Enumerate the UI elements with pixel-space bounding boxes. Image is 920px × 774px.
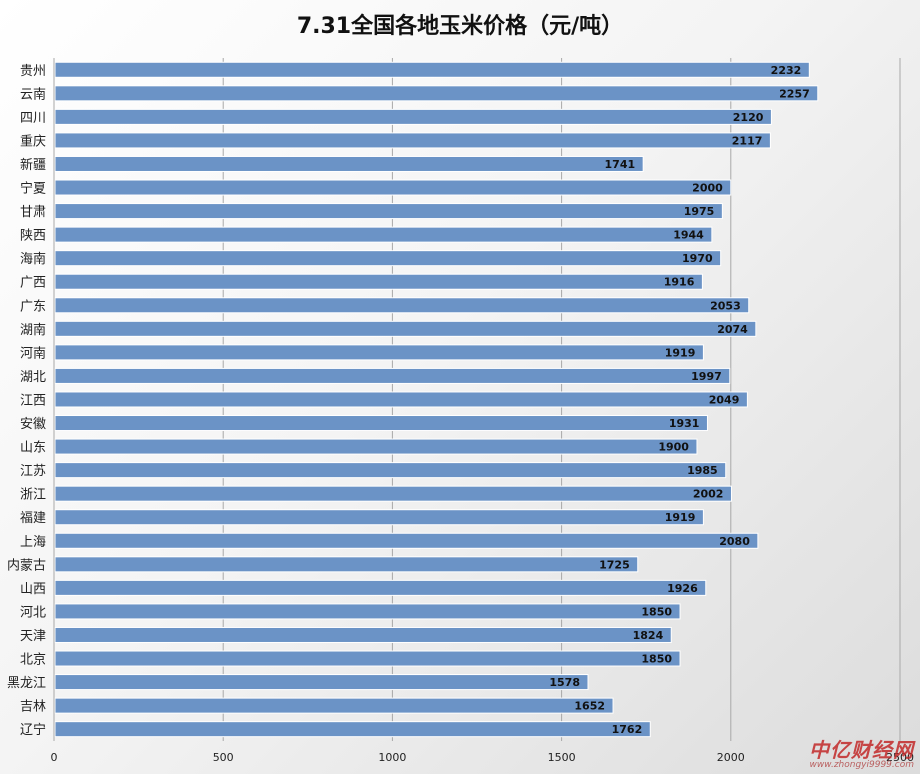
bar bbox=[54, 226, 713, 243]
x-tick-label: 500 bbox=[213, 751, 234, 764]
bar bbox=[54, 273, 703, 290]
bar bbox=[54, 179, 732, 196]
bar bbox=[54, 697, 614, 714]
category-label: 云南 bbox=[20, 86, 46, 102]
bar bbox=[54, 438, 698, 455]
data-label: 1824 bbox=[633, 629, 664, 642]
data-label: 1741 bbox=[605, 158, 636, 171]
data-label: 1725 bbox=[599, 558, 630, 571]
bar bbox=[54, 344, 704, 361]
data-label: 2049 bbox=[709, 393, 740, 406]
bar bbox=[54, 556, 639, 573]
x-tick-label: 2000 bbox=[717, 751, 745, 764]
bar bbox=[54, 509, 704, 526]
bar bbox=[54, 485, 732, 502]
category-label: 辽宁 bbox=[20, 722, 46, 738]
data-label: 1578 bbox=[549, 676, 580, 689]
data-label: 2232 bbox=[771, 64, 802, 77]
category-label: 山东 bbox=[20, 441, 46, 456]
category-label: 黑龙江 bbox=[7, 676, 46, 691]
category-label: 吉林 bbox=[20, 700, 46, 715]
bar bbox=[54, 603, 681, 620]
data-label: 2000 bbox=[692, 182, 723, 195]
category-label: 上海 bbox=[20, 535, 46, 550]
x-tick-label: 1500 bbox=[548, 751, 576, 764]
bar bbox=[54, 579, 707, 596]
bar bbox=[54, 155, 644, 172]
data-label: 2120 bbox=[733, 111, 764, 124]
data-label: 1926 bbox=[667, 582, 698, 595]
category-label: 海南 bbox=[20, 251, 46, 267]
data-label: 1944 bbox=[673, 229, 704, 242]
data-label: 1916 bbox=[664, 276, 695, 289]
bar bbox=[54, 626, 672, 643]
bar bbox=[54, 462, 727, 479]
data-label: 2080 bbox=[719, 535, 750, 548]
category-label: 四川 bbox=[20, 111, 46, 126]
bar bbox=[54, 650, 681, 667]
watermark-logo: 中亿财经网 www.zhongyi9999.com bbox=[809, 734, 914, 770]
category-label: 北京 bbox=[20, 653, 46, 668]
data-label: 1931 bbox=[669, 417, 700, 430]
data-label: 2074 bbox=[717, 323, 748, 336]
bar bbox=[54, 320, 757, 337]
category-label: 安徽 bbox=[20, 417, 46, 432]
data-label: 1997 bbox=[691, 370, 722, 383]
category-label: 陕西 bbox=[20, 229, 46, 244]
data-label: 2002 bbox=[693, 488, 724, 501]
category-label: 河北 bbox=[20, 605, 46, 620]
x-tick-label: 1000 bbox=[378, 751, 406, 764]
bar bbox=[54, 132, 771, 149]
data-label: 1652 bbox=[574, 700, 605, 713]
data-label: 1975 bbox=[684, 205, 715, 218]
bar bbox=[54, 61, 810, 78]
chart-title: 7.31全国各地玉米价格（元/吨） bbox=[296, 14, 624, 39]
category-label: 广东 bbox=[20, 299, 46, 314]
data-label: 1919 bbox=[665, 346, 696, 359]
category-label: 江西 bbox=[20, 393, 46, 408]
category-label: 宁夏 bbox=[20, 181, 46, 197]
category-label: 湖北 bbox=[20, 370, 46, 385]
category-label: 重庆 bbox=[20, 133, 46, 149]
bar bbox=[54, 297, 750, 314]
category-label: 河南 bbox=[20, 345, 46, 361]
bar bbox=[54, 391, 748, 408]
category-label: 天津 bbox=[20, 629, 46, 644]
bar bbox=[54, 250, 722, 267]
data-label: 1900 bbox=[658, 441, 689, 454]
category-label: 内蒙古 bbox=[7, 557, 46, 573]
data-label: 2257 bbox=[779, 87, 810, 100]
data-label: 1762 bbox=[612, 723, 643, 736]
data-label: 2053 bbox=[710, 299, 741, 312]
data-label: 1919 bbox=[665, 511, 696, 524]
bar bbox=[54, 108, 772, 125]
data-label: 2117 bbox=[732, 134, 763, 147]
category-label: 新疆 bbox=[20, 157, 46, 173]
bar bbox=[54, 674, 589, 691]
bar bbox=[54, 203, 723, 220]
watermark-text: 中亿财经网 bbox=[809, 738, 914, 762]
category-label: 山西 bbox=[20, 582, 46, 597]
data-label: 1850 bbox=[641, 653, 672, 666]
x-tick-label: 0 bbox=[51, 751, 58, 764]
category-label: 湖南 bbox=[20, 322, 46, 338]
bar bbox=[54, 721, 651, 738]
category-label: 浙江 bbox=[20, 488, 46, 503]
data-label: 1970 bbox=[682, 252, 713, 265]
x-tick-label: 2500 bbox=[886, 751, 914, 764]
category-label: 江苏 bbox=[20, 463, 46, 479]
category-label: 广西 bbox=[20, 276, 46, 291]
watermark-url: www.zhongyi9999.com bbox=[809, 760, 914, 770]
category-label: 贵州 bbox=[20, 64, 46, 79]
bar bbox=[54, 367, 731, 384]
bar bbox=[54, 532, 759, 549]
data-label: 1850 bbox=[641, 605, 672, 618]
data-label: 1985 bbox=[687, 464, 718, 477]
bar bbox=[54, 85, 819, 102]
category-label: 福建 bbox=[20, 511, 46, 526]
category-label: 甘肃 bbox=[20, 205, 46, 220]
bar bbox=[54, 415, 708, 432]
